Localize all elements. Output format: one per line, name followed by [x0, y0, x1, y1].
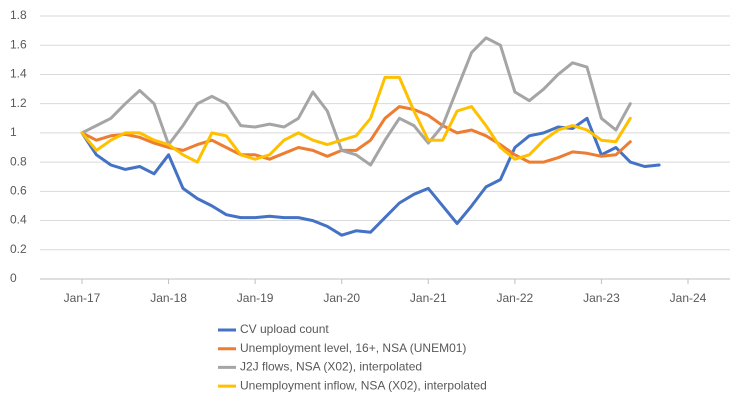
series-line — [80, 75, 632, 164]
y-tick-label: 0.8 — [10, 154, 27, 168]
y-tick-label: 0.6 — [10, 184, 27, 198]
y-tick-label: 0 — [10, 271, 17, 285]
y-tick-label: 1.4 — [10, 67, 27, 81]
x-tick-label: Jan-17 — [64, 291, 101, 305]
y-tick-label: 1.8 — [10, 8, 27, 22]
legend-label: Unemployment inflow, NSA (X02), interpol… — [240, 378, 487, 392]
legend-label: CV upload count — [240, 322, 329, 336]
y-tick-label: 0.2 — [10, 242, 27, 256]
legend-label: Unemployment level, 16+, NSA (UNEM01) — [240, 341, 466, 355]
series-line — [80, 116, 661, 237]
y-tick-label: 1 — [10, 125, 17, 139]
series-line — [80, 36, 632, 167]
x-tick-label: Jan-24 — [670, 291, 707, 305]
x-tick-label: Jan-20 — [323, 291, 360, 305]
y-tick-label: 0.4 — [10, 213, 27, 227]
x-tick-label: Jan-22 — [497, 291, 534, 305]
x-tick-label: Jan-19 — [237, 291, 274, 305]
y-tick-label: 1.6 — [10, 37, 27, 51]
x-tick-label: Jan-23 — [583, 291, 620, 305]
y-tick-label: 1.2 — [10, 96, 27, 110]
x-tick-label: Jan-18 — [150, 291, 187, 305]
legend-label: J2J flows, NSA (X02), interpolated — [240, 360, 422, 374]
x-tick-label: Jan-21 — [410, 291, 447, 305]
